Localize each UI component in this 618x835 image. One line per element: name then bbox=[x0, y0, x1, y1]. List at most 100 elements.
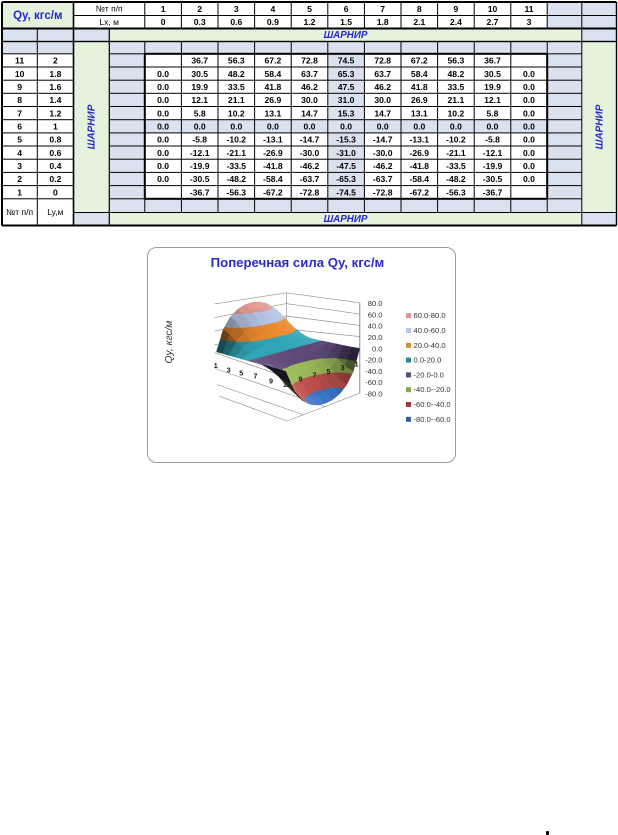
svg-text:19.9: 19.9 bbox=[191, 82, 208, 92]
svg-text:-67.2: -67.2 bbox=[263, 187, 283, 197]
svg-text:9: 9 bbox=[269, 376, 273, 385]
svg-text:20.0-40.0: 20.0-40.0 bbox=[414, 341, 446, 350]
svg-text:7: 7 bbox=[380, 4, 385, 14]
svg-text:-74.5: -74.5 bbox=[336, 187, 356, 197]
svg-text:67.2: 67.2 bbox=[411, 56, 428, 66]
svg-text:-15.3: -15.3 bbox=[336, 135, 356, 145]
svg-text:0.0: 0.0 bbox=[372, 344, 383, 353]
svg-text:40.0-60.0: 40.0-60.0 bbox=[414, 326, 446, 335]
svg-text:30.5: 30.5 bbox=[484, 69, 501, 79]
svg-text:0.0: 0.0 bbox=[304, 122, 316, 132]
svg-text:13.1: 13.1 bbox=[411, 108, 428, 118]
svg-text:-14.7: -14.7 bbox=[373, 135, 393, 145]
svg-text:2.7: 2.7 bbox=[487, 17, 499, 27]
svg-text:6: 6 bbox=[17, 122, 22, 132]
svg-text:-31.0: -31.0 bbox=[336, 148, 356, 158]
svg-text:1.8: 1.8 bbox=[49, 69, 61, 79]
svg-text:11: 11 bbox=[524, 4, 533, 14]
svg-text:58.4: 58.4 bbox=[265, 69, 282, 79]
svg-text:3: 3 bbox=[227, 365, 231, 374]
svg-text:ШАРНИР: ШАРНИР bbox=[87, 104, 98, 149]
svg-text:0.0: 0.0 bbox=[157, 95, 169, 105]
svg-text:-60.0--40.0: -60.0--40.0 bbox=[414, 400, 451, 409]
svg-text:-14.7: -14.7 bbox=[300, 135, 320, 145]
svg-text:15.3: 15.3 bbox=[338, 108, 355, 118]
svg-text:9: 9 bbox=[454, 4, 459, 14]
svg-text:5: 5 bbox=[239, 368, 243, 377]
svg-text:10: 10 bbox=[15, 69, 25, 79]
svg-text:1.5: 1.5 bbox=[340, 17, 352, 27]
svg-text:40.0: 40.0 bbox=[368, 322, 383, 331]
svg-text:9: 9 bbox=[17, 82, 22, 92]
svg-text:-48.2: -48.2 bbox=[227, 174, 247, 184]
svg-text:-13.1: -13.1 bbox=[410, 135, 430, 145]
svg-text:-60.0: -60.0 bbox=[365, 378, 382, 387]
svg-text:5: 5 bbox=[307, 4, 312, 14]
svg-text:Lx, м: Lx, м bbox=[99, 17, 119, 27]
svg-text:30.0: 30.0 bbox=[374, 95, 391, 105]
svg-text:-63.7: -63.7 bbox=[300, 174, 320, 184]
svg-text:0.0: 0.0 bbox=[413, 122, 425, 132]
svg-text:-56.3: -56.3 bbox=[227, 187, 247, 197]
svg-text:0.2: 0.2 bbox=[49, 174, 61, 184]
svg-text:0.6: 0.6 bbox=[230, 17, 242, 27]
svg-text:47.5: 47.5 bbox=[338, 82, 355, 92]
svg-text:-30.0: -30.0 bbox=[373, 148, 393, 158]
svg-text:0.0: 0.0 bbox=[523, 108, 535, 118]
svg-text:33.5: 33.5 bbox=[448, 82, 465, 92]
svg-text:1: 1 bbox=[214, 361, 218, 370]
svg-text:0.0: 0.0 bbox=[523, 69, 535, 79]
svg-text:41.8: 41.8 bbox=[411, 82, 428, 92]
svg-text:58.4: 58.4 bbox=[411, 69, 428, 79]
svg-text:80.0: 80.0 bbox=[368, 299, 383, 308]
svg-text:-36.7: -36.7 bbox=[483, 187, 503, 197]
svg-text:48.2: 48.2 bbox=[228, 69, 245, 79]
svg-text:36.7: 36.7 bbox=[484, 56, 501, 66]
svg-text:30.5: 30.5 bbox=[191, 69, 208, 79]
svg-text:21.1: 21.1 bbox=[228, 95, 245, 105]
svg-text:1.2: 1.2 bbox=[49, 108, 61, 118]
svg-text:-36.7: -36.7 bbox=[190, 187, 210, 197]
svg-text:13.1: 13.1 bbox=[265, 108, 282, 118]
svg-text:9: 9 bbox=[299, 374, 303, 383]
svg-text:56.3: 56.3 bbox=[228, 56, 245, 66]
svg-text:-65.3: -65.3 bbox=[336, 174, 356, 184]
svg-text:46.2: 46.2 bbox=[301, 82, 318, 92]
svg-text:7: 7 bbox=[253, 372, 257, 381]
svg-text:-26.9: -26.9 bbox=[263, 148, 283, 158]
svg-text:-48.2: -48.2 bbox=[446, 174, 466, 184]
svg-text:Ly,м: Ly,м bbox=[47, 207, 63, 217]
svg-text:0.0: 0.0 bbox=[157, 174, 169, 184]
svg-text:21.1: 21.1 bbox=[448, 95, 465, 105]
svg-text:41.8: 41.8 bbox=[265, 82, 282, 92]
svg-text:-41.8: -41.8 bbox=[410, 161, 430, 171]
svg-text:-58.4: -58.4 bbox=[410, 174, 430, 184]
svg-text:12.1: 12.1 bbox=[191, 95, 208, 105]
svg-text:14.7: 14.7 bbox=[301, 108, 318, 118]
svg-text:0.0: 0.0 bbox=[377, 122, 389, 132]
svg-text:-41.8: -41.8 bbox=[263, 161, 283, 171]
svg-text:11: 11 bbox=[15, 56, 24, 66]
svg-text:-33.5: -33.5 bbox=[227, 161, 247, 171]
svg-text:-21.1: -21.1 bbox=[446, 148, 466, 158]
svg-text:63.7: 63.7 bbox=[374, 69, 391, 79]
svg-text:-46.2: -46.2 bbox=[373, 161, 393, 171]
svg-text:3: 3 bbox=[341, 363, 345, 372]
svg-text:1.2: 1.2 bbox=[304, 17, 316, 27]
svg-text:36.7: 36.7 bbox=[191, 56, 208, 66]
svg-text:2.1: 2.1 bbox=[413, 17, 425, 27]
svg-text:67.2: 67.2 bbox=[265, 56, 282, 66]
svg-text:56.3: 56.3 bbox=[448, 56, 465, 66]
svg-text:-80.0--60.0: -80.0--60.0 bbox=[414, 415, 451, 424]
svg-text:0.0: 0.0 bbox=[523, 122, 535, 132]
svg-text:-30.5: -30.5 bbox=[483, 174, 503, 184]
svg-text:ШАРНИР: ШАРНИР bbox=[324, 214, 368, 225]
svg-text:4: 4 bbox=[271, 4, 276, 14]
svg-text:1.8: 1.8 bbox=[377, 17, 389, 27]
svg-text:0.0: 0.0 bbox=[267, 122, 279, 132]
svg-text:№т п/п: №т п/п bbox=[6, 207, 33, 217]
svg-text:-13.1: -13.1 bbox=[263, 135, 283, 145]
svg-text:5: 5 bbox=[327, 367, 331, 376]
svg-text:2: 2 bbox=[197, 4, 202, 14]
svg-text:-19.9: -19.9 bbox=[190, 161, 210, 171]
